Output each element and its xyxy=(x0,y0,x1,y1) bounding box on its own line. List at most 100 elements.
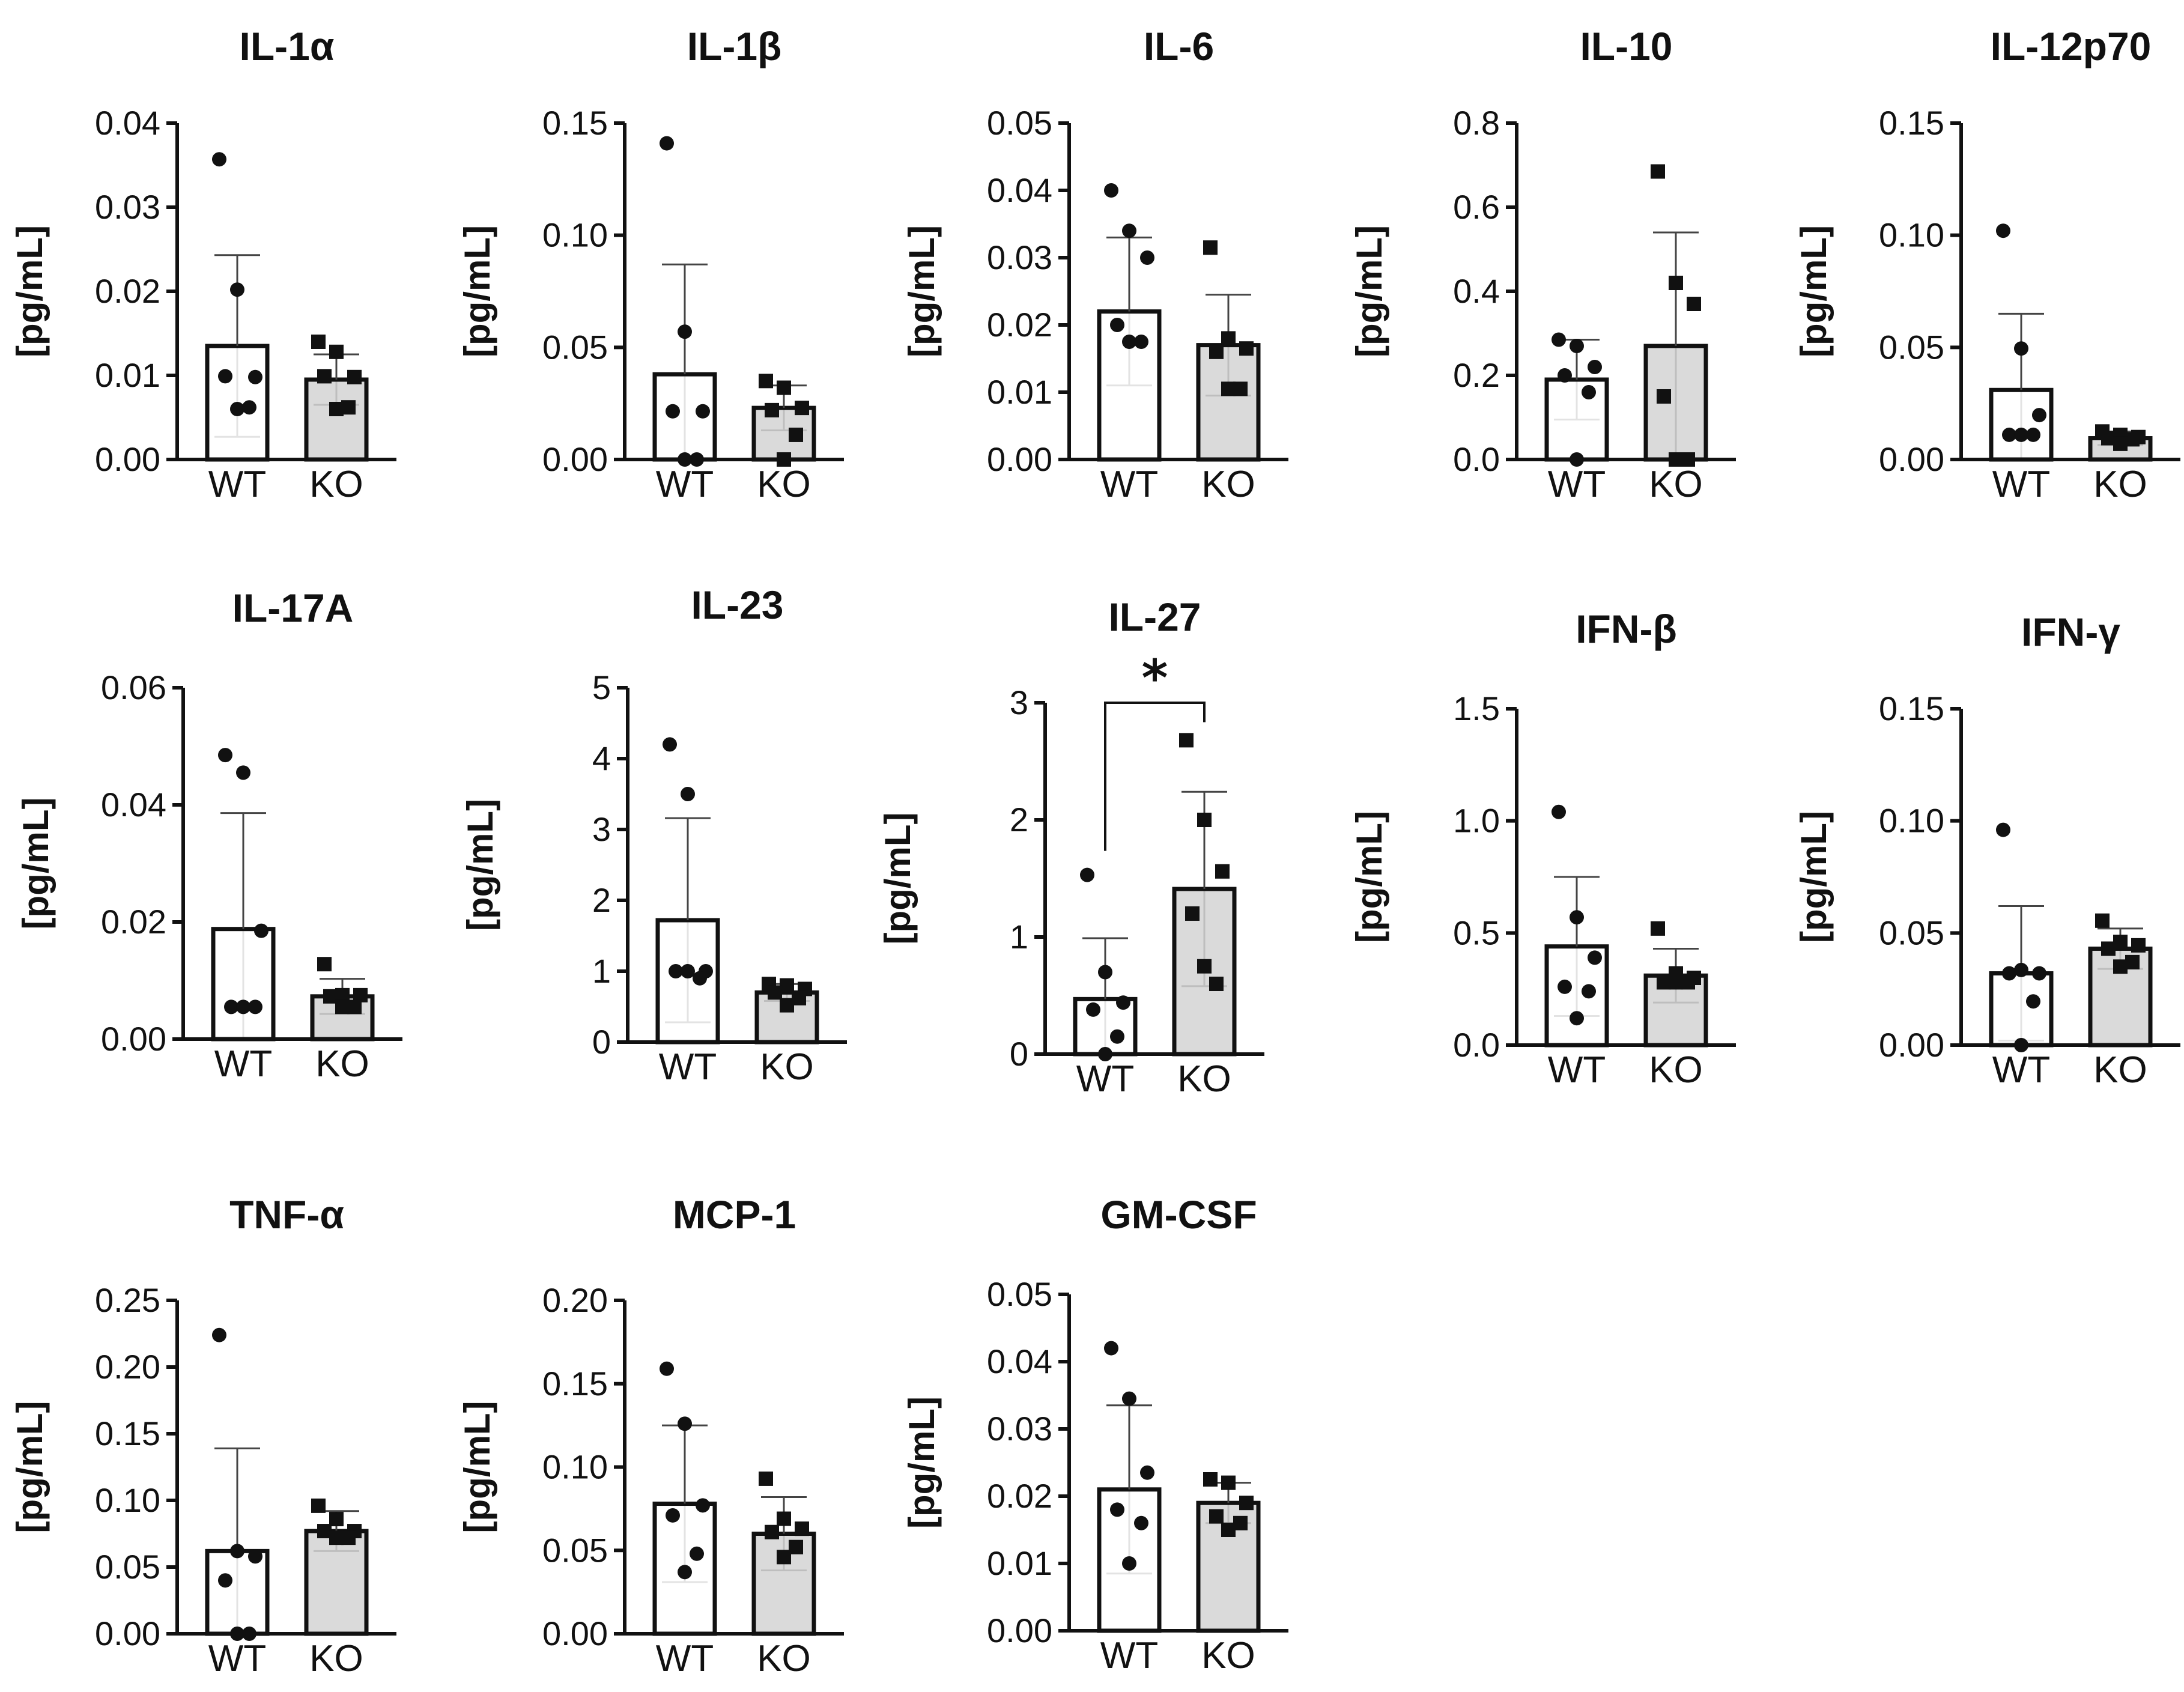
data-point-wt xyxy=(230,402,244,416)
bar-wt xyxy=(655,918,720,1045)
data-point-ko xyxy=(1185,906,1200,921)
x-tick-label-ko: KO xyxy=(309,464,363,505)
data-point-wt xyxy=(1588,360,1602,374)
data-point-wt xyxy=(248,369,262,384)
data-point-wt xyxy=(1110,1029,1124,1044)
data-point-ko xyxy=(329,344,344,359)
data-point-wt xyxy=(1134,335,1148,349)
y-tick-label: 0.00 xyxy=(101,1020,166,1058)
y-axis-label: [pg/mL] xyxy=(10,1401,50,1533)
y-tick-label: 0.15 xyxy=(542,104,608,142)
data-point-wt xyxy=(230,1544,244,1559)
panel-il-10: IL-10 [pg/mL] 0.0 0.2 0.4 0.6 0.8 WT KO xyxy=(1349,24,1736,505)
data-point-ko xyxy=(1657,389,1671,404)
data-point-wt xyxy=(681,787,695,801)
y-tick-label: 0.04 xyxy=(987,171,1052,209)
data-point-wt xyxy=(248,999,262,1014)
y-tick-label: 0.00 xyxy=(1879,1026,1944,1064)
y-tick-label: 0.10 xyxy=(1879,216,1944,254)
data-point-wt xyxy=(236,765,250,780)
data-point-wt xyxy=(2014,427,2028,442)
x-tick-label-ko: KO xyxy=(757,1638,811,1679)
data-point-wt xyxy=(230,282,244,297)
y-tick-label: 0.02 xyxy=(987,1477,1052,1515)
data-point-wt xyxy=(242,400,256,415)
bar-ko xyxy=(1196,1500,1261,1633)
data-point-wt xyxy=(1552,332,1566,347)
data-point-wt xyxy=(1104,1341,1118,1356)
y-tick-label: 0.00 xyxy=(987,440,1052,478)
data-point-ko xyxy=(1651,164,1665,179)
y-tick-label: 0.15 xyxy=(95,1415,160,1452)
y-tick-label: 0.06 xyxy=(101,669,166,706)
x-tick-label-ko: KO xyxy=(1177,1058,1231,1100)
data-point-wt xyxy=(1116,995,1130,1010)
data-point-ko xyxy=(1209,344,1224,359)
data-point-ko xyxy=(2113,959,2128,974)
data-point-wt xyxy=(1104,183,1118,198)
panel-title: IL-10 xyxy=(1580,24,1672,68)
panel-title: TNF-α xyxy=(229,1192,344,1237)
y-tick-label: 0.10 xyxy=(1879,802,1944,840)
data-point-ko xyxy=(1239,1496,1254,1511)
panel-ifn-: IFN-β [pg/mL] 0.0 0.5 1.0 1.5 WT KO xyxy=(1349,607,1736,1091)
x-tick-label-wt: WT xyxy=(1548,1049,1606,1091)
y-axis-label: [pg/mL] xyxy=(1794,225,1834,357)
y-tick-label: 1 xyxy=(592,952,611,990)
data-point-wt xyxy=(1570,910,1584,925)
data-point-wt xyxy=(236,999,250,1014)
data-point-wt xyxy=(2032,966,2046,981)
x-tick-label-wt: WT xyxy=(1548,464,1606,505)
x-tick-label-ko: KO xyxy=(315,1043,369,1085)
data-point-ko xyxy=(1197,959,1212,974)
x-tick-label-ko: KO xyxy=(2093,464,2147,505)
data-point-ko xyxy=(780,998,794,1013)
data-point-wt xyxy=(1558,979,1572,994)
y-axis-label: [pg/mL] xyxy=(878,813,918,945)
data-point-ko xyxy=(1197,813,1212,827)
data-point-ko xyxy=(2101,941,2116,956)
x-tick-label-ko: KO xyxy=(1649,464,1703,505)
data-point-wt xyxy=(693,971,707,986)
y-tick-label: 0.01 xyxy=(987,1544,1052,1582)
bar-wt xyxy=(205,1548,270,1636)
y-tick-label: 2 xyxy=(1010,801,1028,838)
data-point-wt xyxy=(1582,385,1596,399)
data-point-wt xyxy=(212,1327,226,1342)
bar-wt xyxy=(1989,971,2054,1048)
data-point-ko xyxy=(329,1530,344,1545)
data-point-wt xyxy=(2032,408,2046,423)
x-tick-label-wt: WT xyxy=(656,1638,714,1679)
panel-il-17a: IL-17A [pg/mL] 0.00 0.02 0.04 0.06 WT KO xyxy=(16,586,402,1085)
y-tick-label: 0.10 xyxy=(542,1448,608,1486)
y-tick-label: 0.10 xyxy=(95,1481,160,1519)
panel-title: IFN-β xyxy=(1576,607,1677,651)
data-point-wt xyxy=(678,1565,692,1580)
y-tick-label: 1.5 xyxy=(1453,690,1500,727)
y-tick-label: 0.15 xyxy=(1879,690,1944,727)
data-point-wt xyxy=(1122,223,1136,238)
y-tick-label: 0.00 xyxy=(542,440,608,478)
data-point-wt xyxy=(230,1627,244,1641)
panel-il-27: IL-27 [pg/mL] 0 1 2 3 WT KO * xyxy=(878,595,1264,1100)
y-axis-label: [pg/mL] xyxy=(16,798,56,930)
data-point-wt xyxy=(1122,1391,1136,1406)
data-point-wt xyxy=(218,369,232,384)
y-tick-label: 0.02 xyxy=(95,272,160,310)
y-tick-label: 0.00 xyxy=(987,1612,1052,1649)
data-point-ko xyxy=(347,369,362,384)
x-tick-label-ko: KO xyxy=(1201,464,1255,505)
x-tick-label-ko: KO xyxy=(760,1046,814,1088)
y-tick-label: 0.02 xyxy=(101,903,166,941)
data-point-ko xyxy=(795,1521,809,1536)
bar-wt xyxy=(1544,377,1609,462)
data-point-wt xyxy=(1582,984,1596,999)
panel-tnf-: TNF-α [pg/mL] 0.00 0.05 0.10 0.15 0.20 0.25 WT KO xyxy=(10,1192,396,1679)
x-tick-label-ko: KO xyxy=(2093,1049,2147,1091)
data-point-wt xyxy=(678,1416,692,1431)
x-tick-label-ko: KO xyxy=(1649,1049,1703,1091)
y-tick-label: 4 xyxy=(592,739,611,777)
data-point-wt xyxy=(2014,962,2028,977)
panel-gm-csf: GM-CSF [pg/mL] 0.00 0.01 0.02 0.03 0.04 0.05 WT K… xyxy=(902,1192,1288,1676)
data-point-wt xyxy=(663,737,677,752)
